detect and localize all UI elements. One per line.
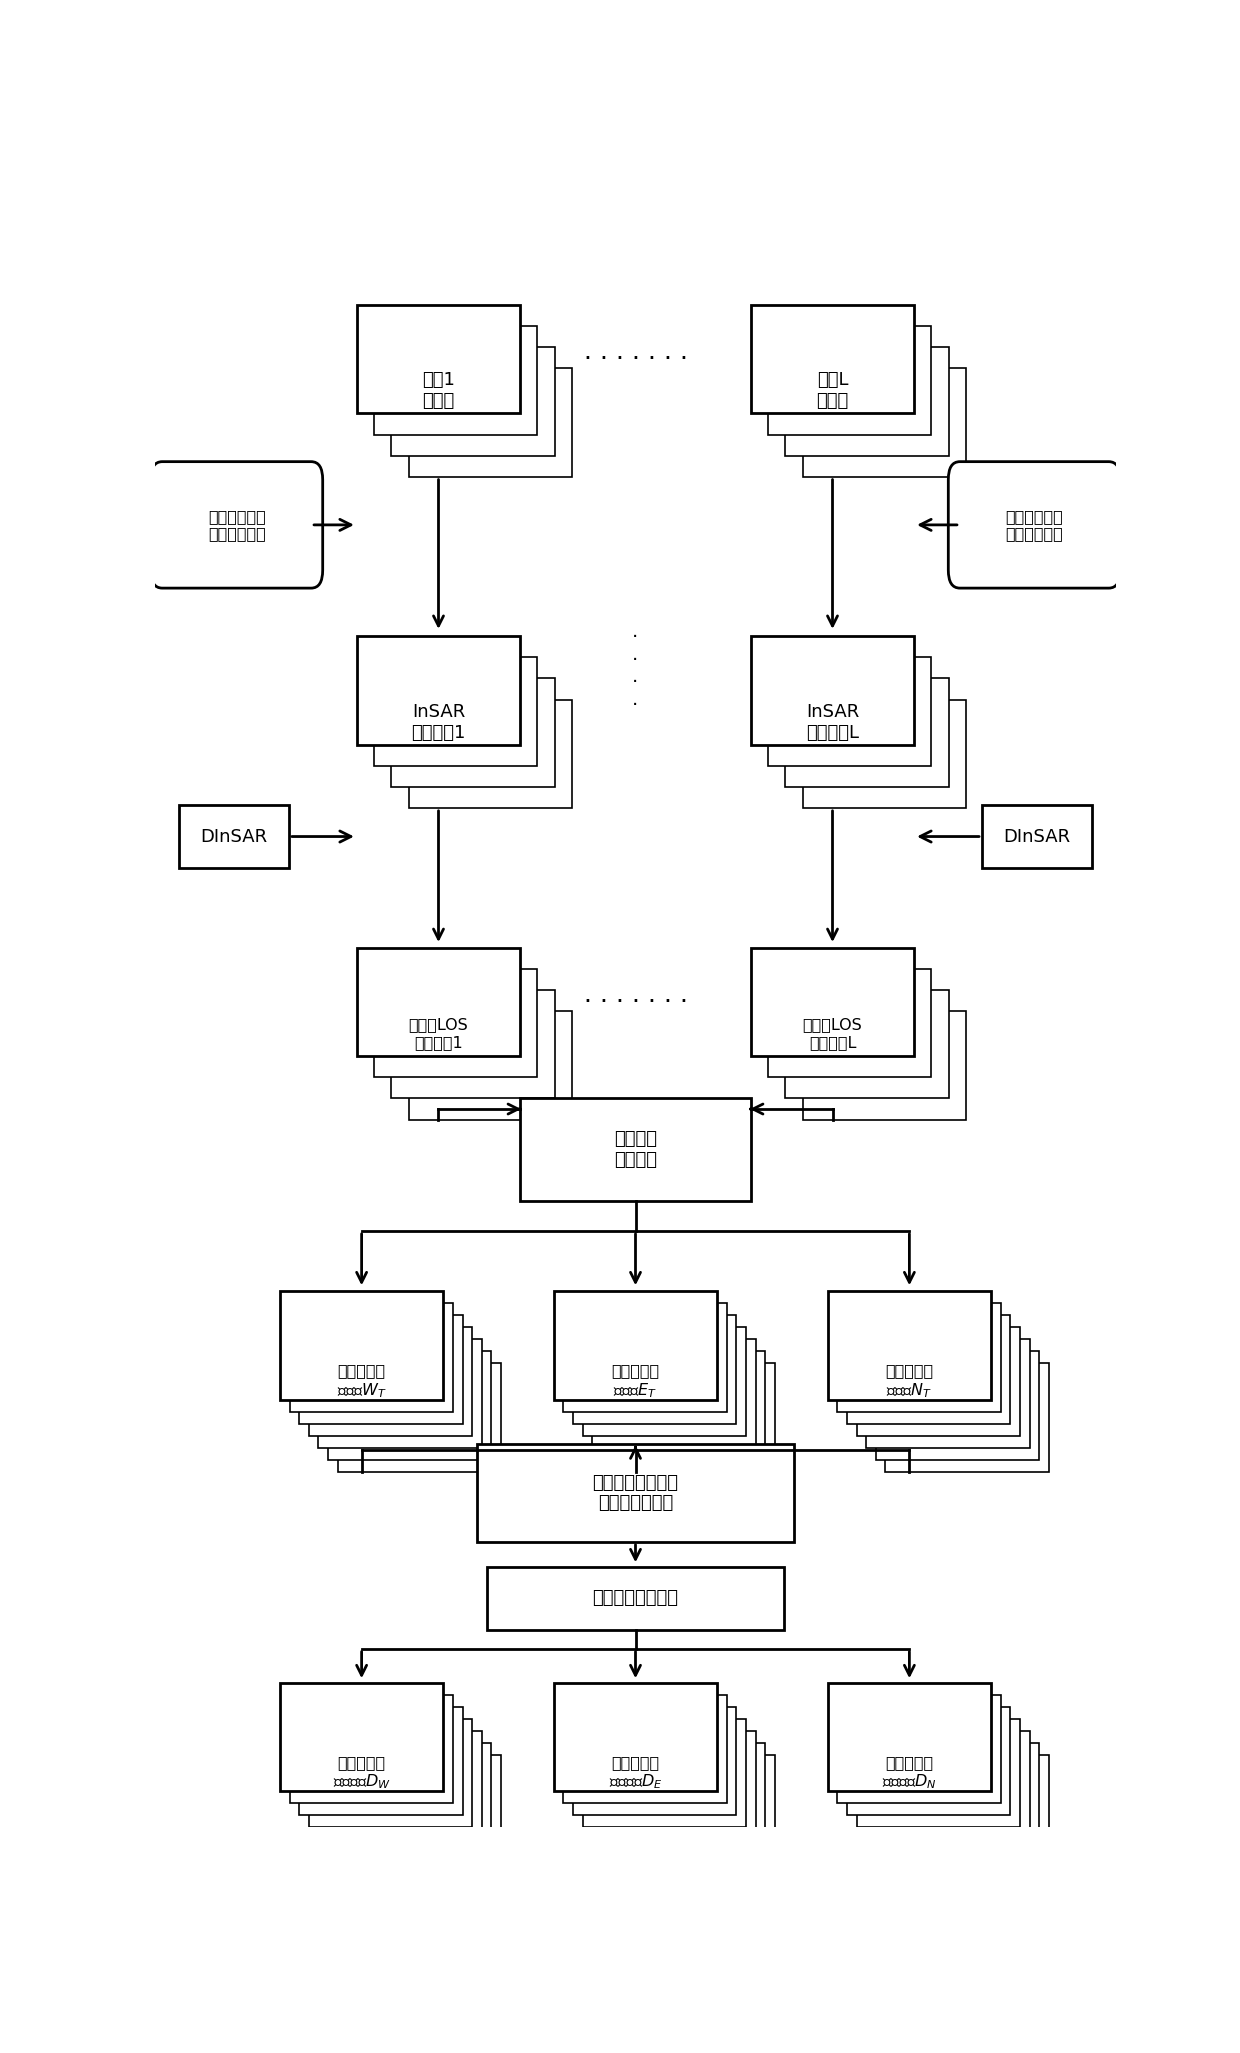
Text: ·: · — [632, 696, 639, 714]
Polygon shape — [374, 657, 537, 766]
Polygon shape — [802, 700, 966, 809]
Polygon shape — [327, 1351, 491, 1460]
Polygon shape — [299, 1316, 463, 1423]
Text: ·: · — [632, 628, 639, 647]
Text: 时序垂直向
形变序列$D_W$: 时序垂直向 形变序列$D_W$ — [332, 1755, 391, 1790]
Polygon shape — [583, 1328, 746, 1435]
Polygon shape — [280, 1291, 444, 1400]
Polygon shape — [751, 948, 914, 1057]
Polygon shape — [357, 306, 521, 413]
Polygon shape — [611, 1363, 775, 1472]
Polygon shape — [751, 636, 914, 745]
Polygon shape — [299, 1706, 463, 1815]
Polygon shape — [583, 1718, 746, 1827]
Text: 轨道1
数据集: 轨道1 数据集 — [422, 372, 455, 411]
Polygon shape — [327, 1743, 491, 1852]
Polygon shape — [847, 1316, 1011, 1423]
Polygon shape — [601, 1351, 765, 1460]
Text: 多时相LOS
向形变集1: 多时相LOS 向形变集1 — [409, 1018, 469, 1049]
Polygon shape — [337, 1755, 501, 1864]
Polygon shape — [611, 1755, 775, 1864]
Polygon shape — [392, 990, 554, 1098]
Text: 数据集特征和
矿区形变量级: 数据集特征和 矿区形变量级 — [208, 509, 265, 542]
Polygon shape — [563, 1694, 727, 1803]
Polygon shape — [337, 1363, 501, 1472]
Polygon shape — [563, 1304, 727, 1412]
Polygon shape — [357, 636, 521, 745]
Polygon shape — [357, 948, 521, 1057]
Polygon shape — [802, 367, 966, 476]
FancyBboxPatch shape — [151, 462, 322, 587]
Polygon shape — [768, 326, 931, 435]
Polygon shape — [593, 1339, 755, 1447]
Polygon shape — [477, 1443, 794, 1542]
Text: 多时相东西
向形变$E_T$: 多时相东西 向形变$E_T$ — [611, 1363, 660, 1400]
Polygon shape — [885, 1755, 1049, 1864]
Polygon shape — [290, 1694, 453, 1803]
Text: 开采沉陷
先验模型: 开采沉陷 先验模型 — [614, 1131, 657, 1168]
Text: 形变速率与多时相
形变观测值建模: 形变速率与多时相 形变观测值建模 — [593, 1474, 678, 1513]
Text: InSAR
干涉对集L: InSAR 干涉对集L — [806, 702, 859, 741]
Polygon shape — [785, 677, 949, 786]
Polygon shape — [573, 1316, 737, 1423]
Polygon shape — [409, 1012, 572, 1119]
Polygon shape — [409, 700, 572, 809]
Polygon shape — [785, 990, 949, 1098]
Polygon shape — [857, 1718, 1021, 1827]
Polygon shape — [392, 677, 554, 786]
Polygon shape — [280, 1683, 444, 1790]
Polygon shape — [179, 805, 289, 868]
Polygon shape — [982, 805, 1092, 868]
Polygon shape — [885, 1363, 1049, 1472]
Polygon shape — [875, 1743, 1039, 1852]
Polygon shape — [593, 1731, 755, 1839]
Polygon shape — [875, 1351, 1039, 1460]
Polygon shape — [802, 1012, 966, 1119]
Polygon shape — [392, 347, 554, 456]
Text: · · · · · · ·: · · · · · · · — [584, 347, 687, 372]
Polygon shape — [768, 969, 931, 1078]
Text: DInSAR: DInSAR — [200, 827, 268, 846]
Polygon shape — [847, 1706, 1011, 1815]
Text: 时序东西向
形变序列$D_E$: 时序东西向 形变序列$D_E$ — [609, 1755, 662, 1790]
Text: · · · · · · ·: · · · · · · · — [584, 990, 687, 1014]
Polygon shape — [828, 1291, 991, 1400]
Polygon shape — [867, 1731, 1029, 1839]
Polygon shape — [290, 1304, 453, 1412]
Text: 数据集特征和
矿区形变量级: 数据集特征和 矿区形变量级 — [1006, 509, 1063, 542]
Text: 多时相南北
向形变$N_T$: 多时相南北 向形变$N_T$ — [885, 1363, 934, 1400]
Text: ·: · — [632, 673, 639, 692]
Polygon shape — [554, 1683, 717, 1790]
Polygon shape — [486, 1566, 785, 1630]
Polygon shape — [867, 1339, 1029, 1447]
Text: 轨道L
数据集: 轨道L 数据集 — [816, 372, 848, 411]
Polygon shape — [837, 1694, 1001, 1803]
Polygon shape — [828, 1683, 991, 1790]
Text: 多时相垂直
向形变$W_T$: 多时相垂直 向形变$W_T$ — [337, 1363, 387, 1400]
Polygon shape — [309, 1328, 472, 1435]
Text: InSAR
干涉对集1: InSAR 干涉对集1 — [412, 702, 466, 741]
Text: DInSAR: DInSAR — [1003, 827, 1071, 846]
Text: 时序南北向
形变序列$D_N$: 时序南北向 形变序列$D_N$ — [882, 1755, 936, 1790]
Polygon shape — [837, 1304, 1001, 1412]
Polygon shape — [374, 326, 537, 435]
Polygon shape — [309, 1718, 472, 1827]
Polygon shape — [768, 657, 931, 766]
Text: 广义最小二乘算法: 广义最小二乘算法 — [593, 1589, 678, 1607]
Text: ·: · — [632, 651, 639, 669]
Polygon shape — [521, 1098, 751, 1201]
Polygon shape — [785, 347, 949, 456]
Polygon shape — [857, 1328, 1021, 1435]
Polygon shape — [319, 1339, 481, 1447]
Polygon shape — [751, 306, 914, 413]
FancyBboxPatch shape — [949, 462, 1120, 587]
Polygon shape — [573, 1706, 737, 1815]
Polygon shape — [601, 1743, 765, 1852]
Polygon shape — [319, 1731, 481, 1839]
Polygon shape — [554, 1291, 717, 1400]
Polygon shape — [374, 969, 537, 1078]
Text: 多时相LOS
向形变集L: 多时相LOS 向形变集L — [802, 1018, 862, 1049]
Polygon shape — [409, 367, 572, 476]
